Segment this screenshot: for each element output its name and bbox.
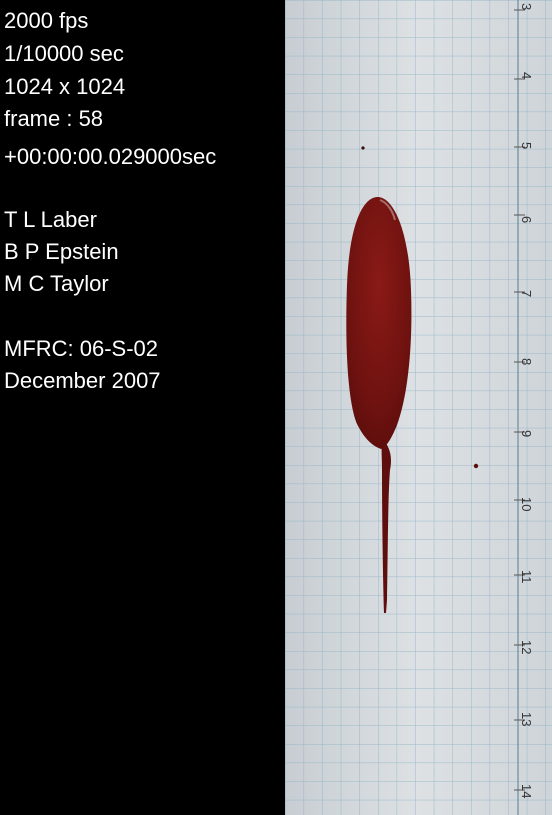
ruler-label-13: 13 xyxy=(519,712,534,726)
graph-paper: 3 4 5 6 7 8 9 10 11 12 13 14 xyxy=(285,0,552,815)
graph-paper-drawing: 3 4 5 6 7 8 9 10 11 12 13 14 xyxy=(285,0,552,815)
resolution-text: 1024 x 1024 xyxy=(4,74,126,99)
ruler-label-14: 14 xyxy=(519,784,534,798)
ruler-label-4: 4 xyxy=(519,72,534,79)
blood-stain xyxy=(346,146,479,613)
stain-body xyxy=(346,196,412,449)
fps-text: 2000 fps xyxy=(4,8,89,33)
ruler-labels: 3 4 5 6 7 8 9 10 11 12 13 14 xyxy=(519,3,534,798)
ruler-label-11: 11 xyxy=(519,570,534,584)
author-text-1: T L Laber xyxy=(4,207,97,232)
ruler-label-8: 8 xyxy=(519,358,534,365)
date-text: December 2007 xyxy=(4,368,161,393)
minor-grid xyxy=(285,0,552,815)
timestamp-text: +00:00:00.029000sec xyxy=(4,144,217,169)
frame-number-text: frame : 58 xyxy=(4,106,104,131)
ruler-label-12: 12 xyxy=(519,640,534,654)
stain-spatter-dot xyxy=(473,463,479,469)
author-text-3: M C Taylor xyxy=(4,271,109,296)
case-id-text: MFRC: 06-S-02 xyxy=(4,336,159,361)
ruler-label-7: 7 xyxy=(519,290,534,297)
ruler-label-6: 6 xyxy=(519,216,534,223)
shutter-text: 1/10000 sec xyxy=(4,41,124,66)
ruler-label-9: 9 xyxy=(519,430,534,437)
author-text-2: B P Epstein xyxy=(4,239,119,264)
ruler-label-5: 5 xyxy=(519,142,534,149)
stain-spatter-dot-small xyxy=(361,146,365,150)
ruler-ticks xyxy=(514,9,525,791)
stain-tail xyxy=(381,438,392,613)
ruler-label-3: 3 xyxy=(519,3,534,10)
ruler-label-10: 10 xyxy=(519,497,534,511)
stain-highlight xyxy=(379,199,396,221)
info-overlay: 2000 fps 1/10000 sec 1024 x 1024 frame :… xyxy=(4,8,217,393)
